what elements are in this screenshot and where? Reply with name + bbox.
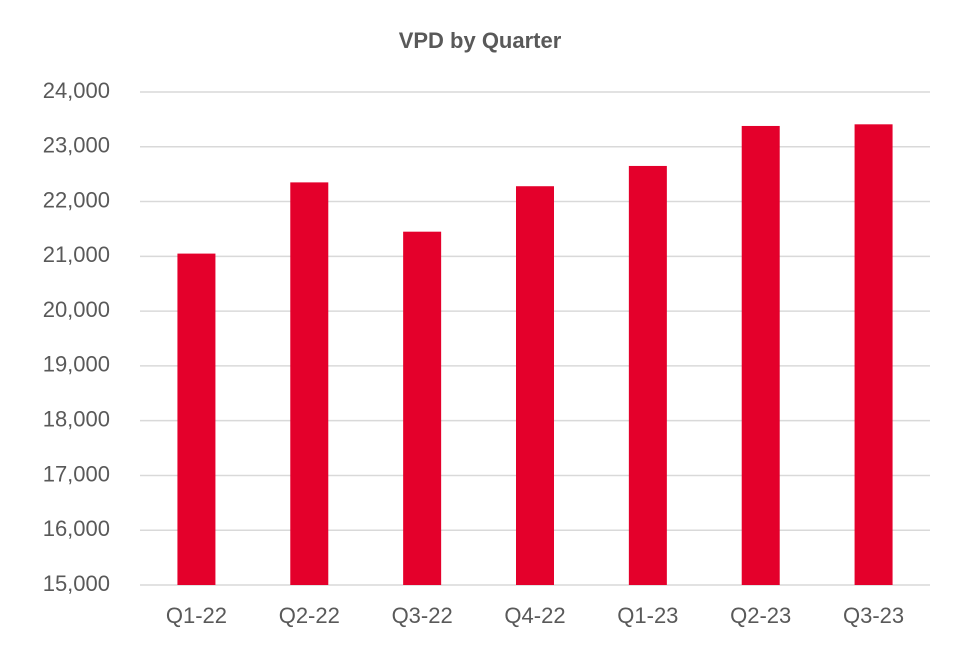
bar: [854, 124, 893, 586]
y-tick-label: 15,000: [43, 571, 110, 596]
y-tick-label: 19,000: [43, 352, 110, 377]
y-tick-label: 17,000: [43, 461, 110, 486]
y-tick-label: 16,000: [43, 516, 110, 541]
y-tick-label: 21,000: [43, 242, 110, 267]
x-tick-label: Q2-23: [730, 603, 791, 628]
y-tick-label: 18,000: [43, 406, 110, 431]
x-tick-label: Q3-23: [843, 603, 904, 628]
bar: [177, 253, 216, 585]
x-tick-label: Q4-22: [504, 603, 565, 628]
bar: [741, 125, 780, 585]
bar: [290, 182, 329, 585]
bar: [628, 165, 667, 585]
x-tick-label: Q2-22: [279, 603, 340, 628]
x-tick-label: Q1-23: [617, 603, 678, 628]
y-tick-label: 22,000: [43, 187, 110, 212]
bar: [403, 231, 442, 585]
y-tick-label: 24,000: [43, 78, 110, 103]
x-tick-label: Q1-22: [166, 603, 227, 628]
chart-title: VPD by Quarter: [399, 28, 562, 53]
x-tick-label: Q3-22: [392, 603, 453, 628]
y-tick-label: 20,000: [43, 297, 110, 322]
y-tick-label: 23,000: [43, 133, 110, 158]
bar: [516, 186, 554, 585]
